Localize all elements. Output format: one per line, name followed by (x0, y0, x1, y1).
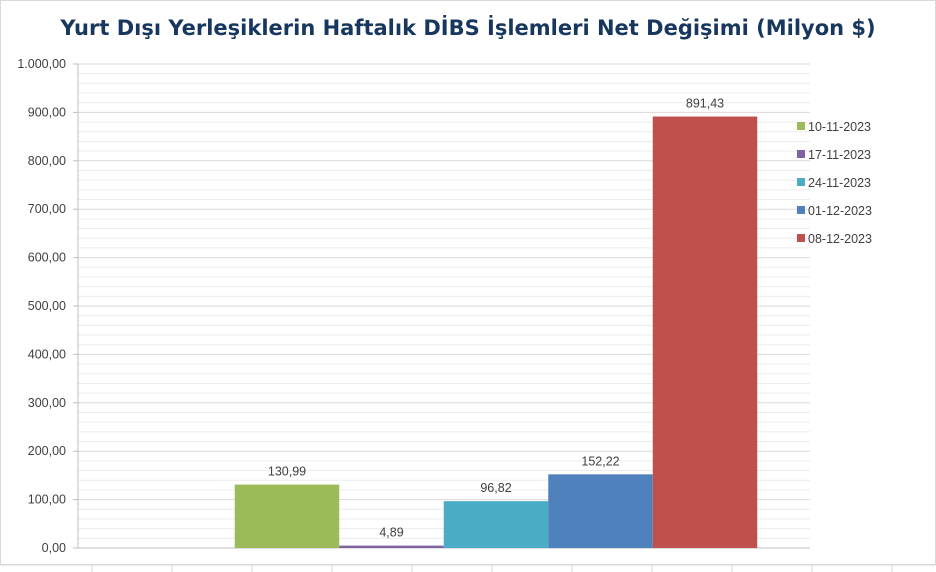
y-tick-label: 500,00 (28, 299, 66, 313)
bar (652, 116, 758, 548)
bar (339, 545, 444, 548)
y-tick-label: 300,00 (28, 396, 66, 410)
legend-label: 10-11-2023 (808, 120, 871, 134)
legend-swatch (797, 234, 805, 242)
legend-label: 17-11-2023 (808, 148, 871, 162)
legend-swatch (797, 206, 805, 214)
bar (443, 501, 549, 548)
data-label: 891,43 (686, 97, 724, 111)
y-tick-label: 0,00 (42, 541, 66, 555)
data-label: 130,99 (268, 465, 306, 479)
y-tick-label: 100,00 (28, 493, 66, 507)
y-tick-label: 900,00 (28, 105, 66, 119)
legend-label: 24-11-2023 (808, 176, 871, 190)
legend-swatch (797, 150, 805, 158)
bar (548, 474, 653, 548)
y-tick-label: 400,00 (28, 347, 66, 361)
bar (234, 484, 340, 548)
data-label: 152,22 (581, 454, 619, 468)
data-label: 96,82 (480, 481, 511, 495)
data-label: 4,89 (379, 526, 403, 540)
y-tick-label: 1.000,00 (17, 57, 66, 71)
y-tick-label: 600,00 (28, 251, 66, 265)
y-tick-label: 200,00 (28, 444, 66, 458)
chart-title: Yurt Dışı Yerleşiklerin Haftalık DİBS İş… (60, 16, 876, 40)
legend-swatch (797, 122, 805, 130)
legend-label: 08-12-2023 (808, 232, 872, 246)
legend-label: 01-12-2023 (808, 204, 872, 218)
y-tick-label: 700,00 (28, 202, 66, 216)
legend-swatch (797, 178, 805, 186)
y-tick-label: 800,00 (28, 154, 66, 168)
